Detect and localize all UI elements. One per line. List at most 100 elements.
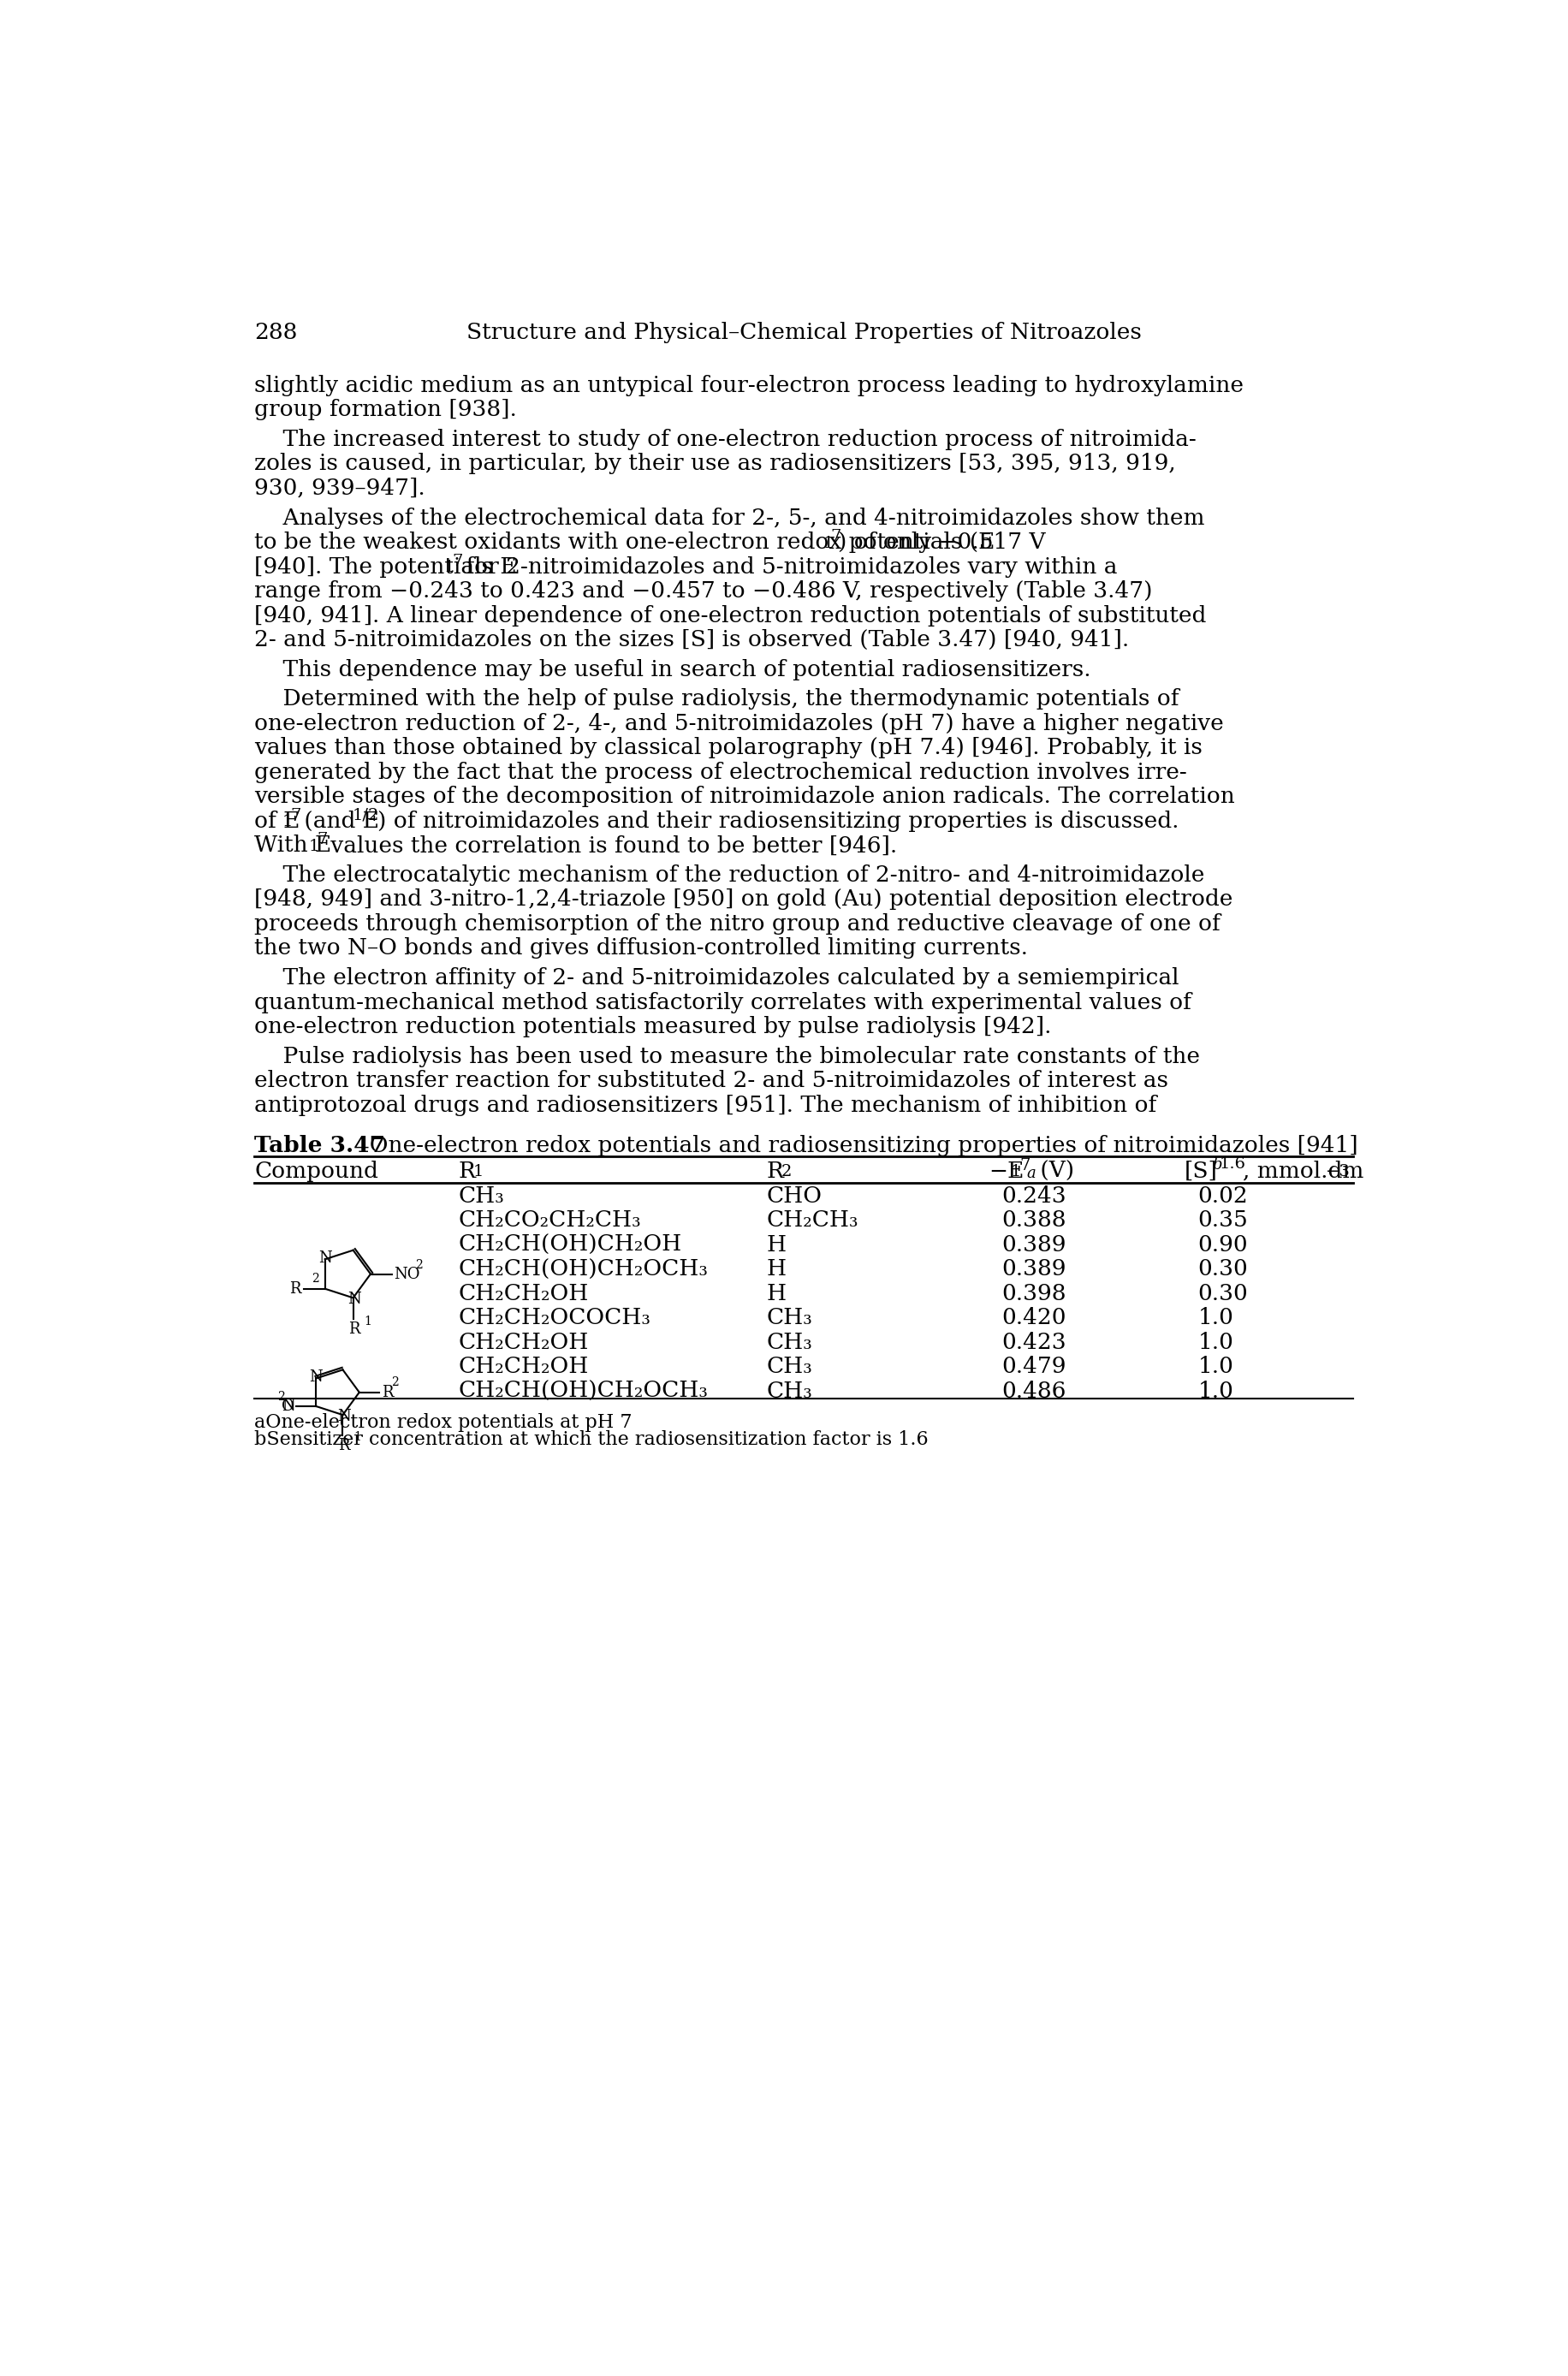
Text: zoles is caused, in particular, by their use as radiosensitizers [53, 395, 913, : zoles is caused, in particular, by their… [254, 454, 1176, 475]
Text: 7: 7 [317, 832, 328, 848]
Text: 1: 1 [364, 1316, 372, 1328]
Text: N–: N– [282, 1399, 303, 1414]
Text: 0.486: 0.486 [1002, 1380, 1066, 1402]
Text: (V): (V) [1033, 1159, 1074, 1181]
Text: Structure and Physical–Chemical Properties of Nitroazoles: Structure and Physical–Chemical Properti… [466, 323, 1140, 345]
Text: 0.30: 0.30 [1196, 1259, 1247, 1281]
Text: a: a [1025, 1167, 1035, 1181]
Text: 1.0: 1.0 [1196, 1331, 1232, 1352]
Text: Determined with the help of pulse radiolysis, the thermodynamic potentials of: Determined with the help of pulse radiol… [254, 689, 1179, 710]
Text: 1.0: 1.0 [1196, 1357, 1232, 1378]
Text: 1: 1 [1010, 1164, 1021, 1181]
Text: This dependence may be useful in search of potential radiosensitizers.: This dependence may be useful in search … [254, 658, 1091, 680]
Text: proceeds through chemisorption of the nitro group and reductive cleavage of one : proceeds through chemisorption of the ni… [254, 912, 1220, 934]
Text: quantum-mechanical method satisfactorily correlates with experimental values of: quantum-mechanical method satisfactorily… [254, 991, 1192, 1012]
Text: R: R [381, 1385, 394, 1399]
Text: [948, 949] and 3-nitro-1,2,4-triazole [950] on gold (Au) potential deposition el: [948, 949] and 3-nitro-1,2,4-triazole [9… [254, 889, 1232, 910]
Text: H: H [767, 1283, 786, 1304]
Text: CH₂CH(OH)CH₂OCH₃: CH₂CH(OH)CH₂OCH₃ [458, 1380, 707, 1402]
Text: , mmol.dm: , mmol.dm [1242, 1159, 1363, 1181]
Text: Table 3.47: Table 3.47 [254, 1136, 386, 1157]
Text: 2: 2 [390, 1376, 398, 1388]
Text: slightly acidic medium as an untypical four-electron process leading to hydroxyl: slightly acidic medium as an untypical f… [254, 375, 1243, 397]
Text: b: b [1212, 1157, 1221, 1171]
Text: bSensitizer concentration at which the radiosensitization factor is 1.6: bSensitizer concentration at which the r… [254, 1430, 928, 1449]
Text: 7: 7 [290, 808, 301, 822]
Text: 1/2: 1/2 [353, 808, 379, 822]
Text: 1.6: 1.6 [1218, 1157, 1245, 1171]
Text: 930, 939–947].: 930, 939–947]. [254, 478, 425, 499]
Text: generated by the fact that the process of electrochemical reduction involves irr: generated by the fact that the process o… [254, 763, 1187, 784]
Text: CH₃: CH₃ [767, 1380, 812, 1402]
Text: (and E: (and E [296, 810, 379, 832]
Text: CH₂CO₂CH₂CH₃: CH₂CO₂CH₂CH₃ [458, 1209, 641, 1231]
Text: 7: 7 [452, 554, 463, 568]
Text: R: R [458, 1159, 475, 1181]
Text: 288: 288 [254, 323, 298, 345]
Text: CH₂CH₂OH: CH₂CH₂OH [458, 1357, 588, 1378]
Text: 0.389: 0.389 [1002, 1233, 1066, 1255]
Text: range from −0.243 to 0.423 and −0.457 to −0.486 V, respectively (Table 3.47): range from −0.243 to 0.423 and −0.457 to… [254, 580, 1152, 601]
Text: 0.02: 0.02 [1196, 1186, 1247, 1207]
Text: to be the weakest oxidants with one-electron redox potentials (E: to be the weakest oxidants with one-elec… [254, 532, 994, 554]
Text: CH₃: CH₃ [767, 1357, 812, 1378]
Text: 0.420: 0.420 [1002, 1307, 1066, 1328]
Text: 2: 2 [416, 1259, 422, 1271]
Text: values the correlation is found to be better [946].: values the correlation is found to be be… [323, 834, 897, 855]
Text: one-electron reduction of 2-, 4-, and 5-nitroimidazoles (pH 7) have a higher neg: one-electron reduction of 2-, 4-, and 5-… [254, 713, 1223, 734]
Text: −E: −E [988, 1159, 1024, 1181]
Text: Pulse radiolysis has been used to measure the bimolecular rate constants of the: Pulse radiolysis has been used to measur… [254, 1045, 1200, 1067]
Text: 0.423: 0.423 [1002, 1331, 1066, 1352]
Text: 1: 1 [472, 1164, 483, 1181]
Text: 1: 1 [444, 561, 455, 575]
Text: 1.0: 1.0 [1196, 1307, 1232, 1328]
Text: Analyses of the electrochemical data for 2-, 5-, and 4-nitroimidazoles show them: Analyses of the electrochemical data for… [254, 506, 1204, 527]
Text: The electron affinity of 2- and 5-nitroimidazoles calculated by a semiempirical: The electron affinity of 2- and 5-nitroi… [254, 967, 1179, 988]
Text: 0.398: 0.398 [1002, 1283, 1066, 1304]
Text: The increased interest to study of one-electron reduction process of nitroimida-: The increased interest to study of one-e… [254, 428, 1196, 449]
Text: for 2-nitroimidazoles and 5-nitroimidazoles vary within a: for 2-nitroimidazoles and 5-nitroimidazo… [458, 556, 1116, 577]
Text: 0.30: 0.30 [1196, 1283, 1247, 1304]
Text: N: N [348, 1293, 361, 1307]
Text: R: R [348, 1321, 361, 1338]
Text: 7: 7 [1019, 1157, 1029, 1174]
Text: CHO: CHO [767, 1186, 822, 1207]
Text: 0.243: 0.243 [1002, 1186, 1066, 1207]
Text: N: N [337, 1409, 351, 1423]
Text: CH₂CH(OH)CH₂OH: CH₂CH(OH)CH₂OH [458, 1233, 682, 1255]
Text: electron transfer reaction for substituted 2- and 5-nitroimidazoles of interest : electron transfer reaction for substitut… [254, 1069, 1168, 1091]
Text: H: H [767, 1259, 786, 1281]
Text: ) of only −0.517 V: ) of only −0.517 V [837, 532, 1044, 554]
Text: H: H [767, 1233, 786, 1255]
Text: 0.388: 0.388 [1002, 1209, 1066, 1231]
Text: 2: 2 [312, 1274, 318, 1285]
Text: CH₃: CH₃ [767, 1331, 812, 1352]
Text: CH₂CH₂OCOCH₃: CH₂CH₂OCOCH₃ [458, 1307, 651, 1328]
Text: CH₃: CH₃ [458, 1186, 503, 1207]
Text: ) of nitroimidazoles and their radiosensitizing properties is discussed.: ) of nitroimidazoles and their radiosens… [378, 810, 1179, 832]
Text: group formation [938].: group formation [938]. [254, 399, 517, 421]
Text: values than those obtained by classical polarography (pH 7.4) [946]. Probably, i: values than those obtained by classical … [254, 737, 1203, 758]
Text: N: N [318, 1250, 331, 1266]
Text: The electrocatalytic mechanism of the reduction of 2-nitro- and 4-nitroimidazole: The electrocatalytic mechanism of the re… [254, 865, 1204, 886]
Text: antiprotozoal drugs and radiosensitizers [951]. The mechanism of inhibition of: antiprotozoal drugs and radiosensitizers… [254, 1095, 1156, 1117]
Text: CH₂CH₂OH: CH₂CH₂OH [458, 1331, 588, 1352]
Text: 2: 2 [278, 1390, 284, 1402]
Text: N: N [309, 1369, 323, 1385]
Text: Compound: Compound [254, 1159, 378, 1181]
Text: CH₃: CH₃ [767, 1307, 812, 1328]
Text: 1.0: 1.0 [1196, 1380, 1232, 1402]
Text: NO: NO [394, 1266, 420, 1281]
Text: O: O [281, 1399, 293, 1414]
Text: 0.90: 0.90 [1196, 1233, 1247, 1255]
Text: 7: 7 [831, 530, 840, 544]
Text: [S]: [S] [1184, 1159, 1217, 1181]
Text: CH₂CH₃: CH₂CH₃ [767, 1209, 858, 1231]
Text: of E: of E [254, 810, 299, 832]
Text: 1: 1 [282, 815, 293, 829]
Text: With E: With E [254, 834, 331, 855]
Text: versible stages of the decomposition of nitroimidazole anion radicals. The corre: versible stages of the decomposition of … [254, 786, 1234, 808]
Text: 1: 1 [823, 535, 833, 551]
Text: −3: −3 [1325, 1164, 1350, 1178]
Text: R: R [339, 1437, 350, 1454]
